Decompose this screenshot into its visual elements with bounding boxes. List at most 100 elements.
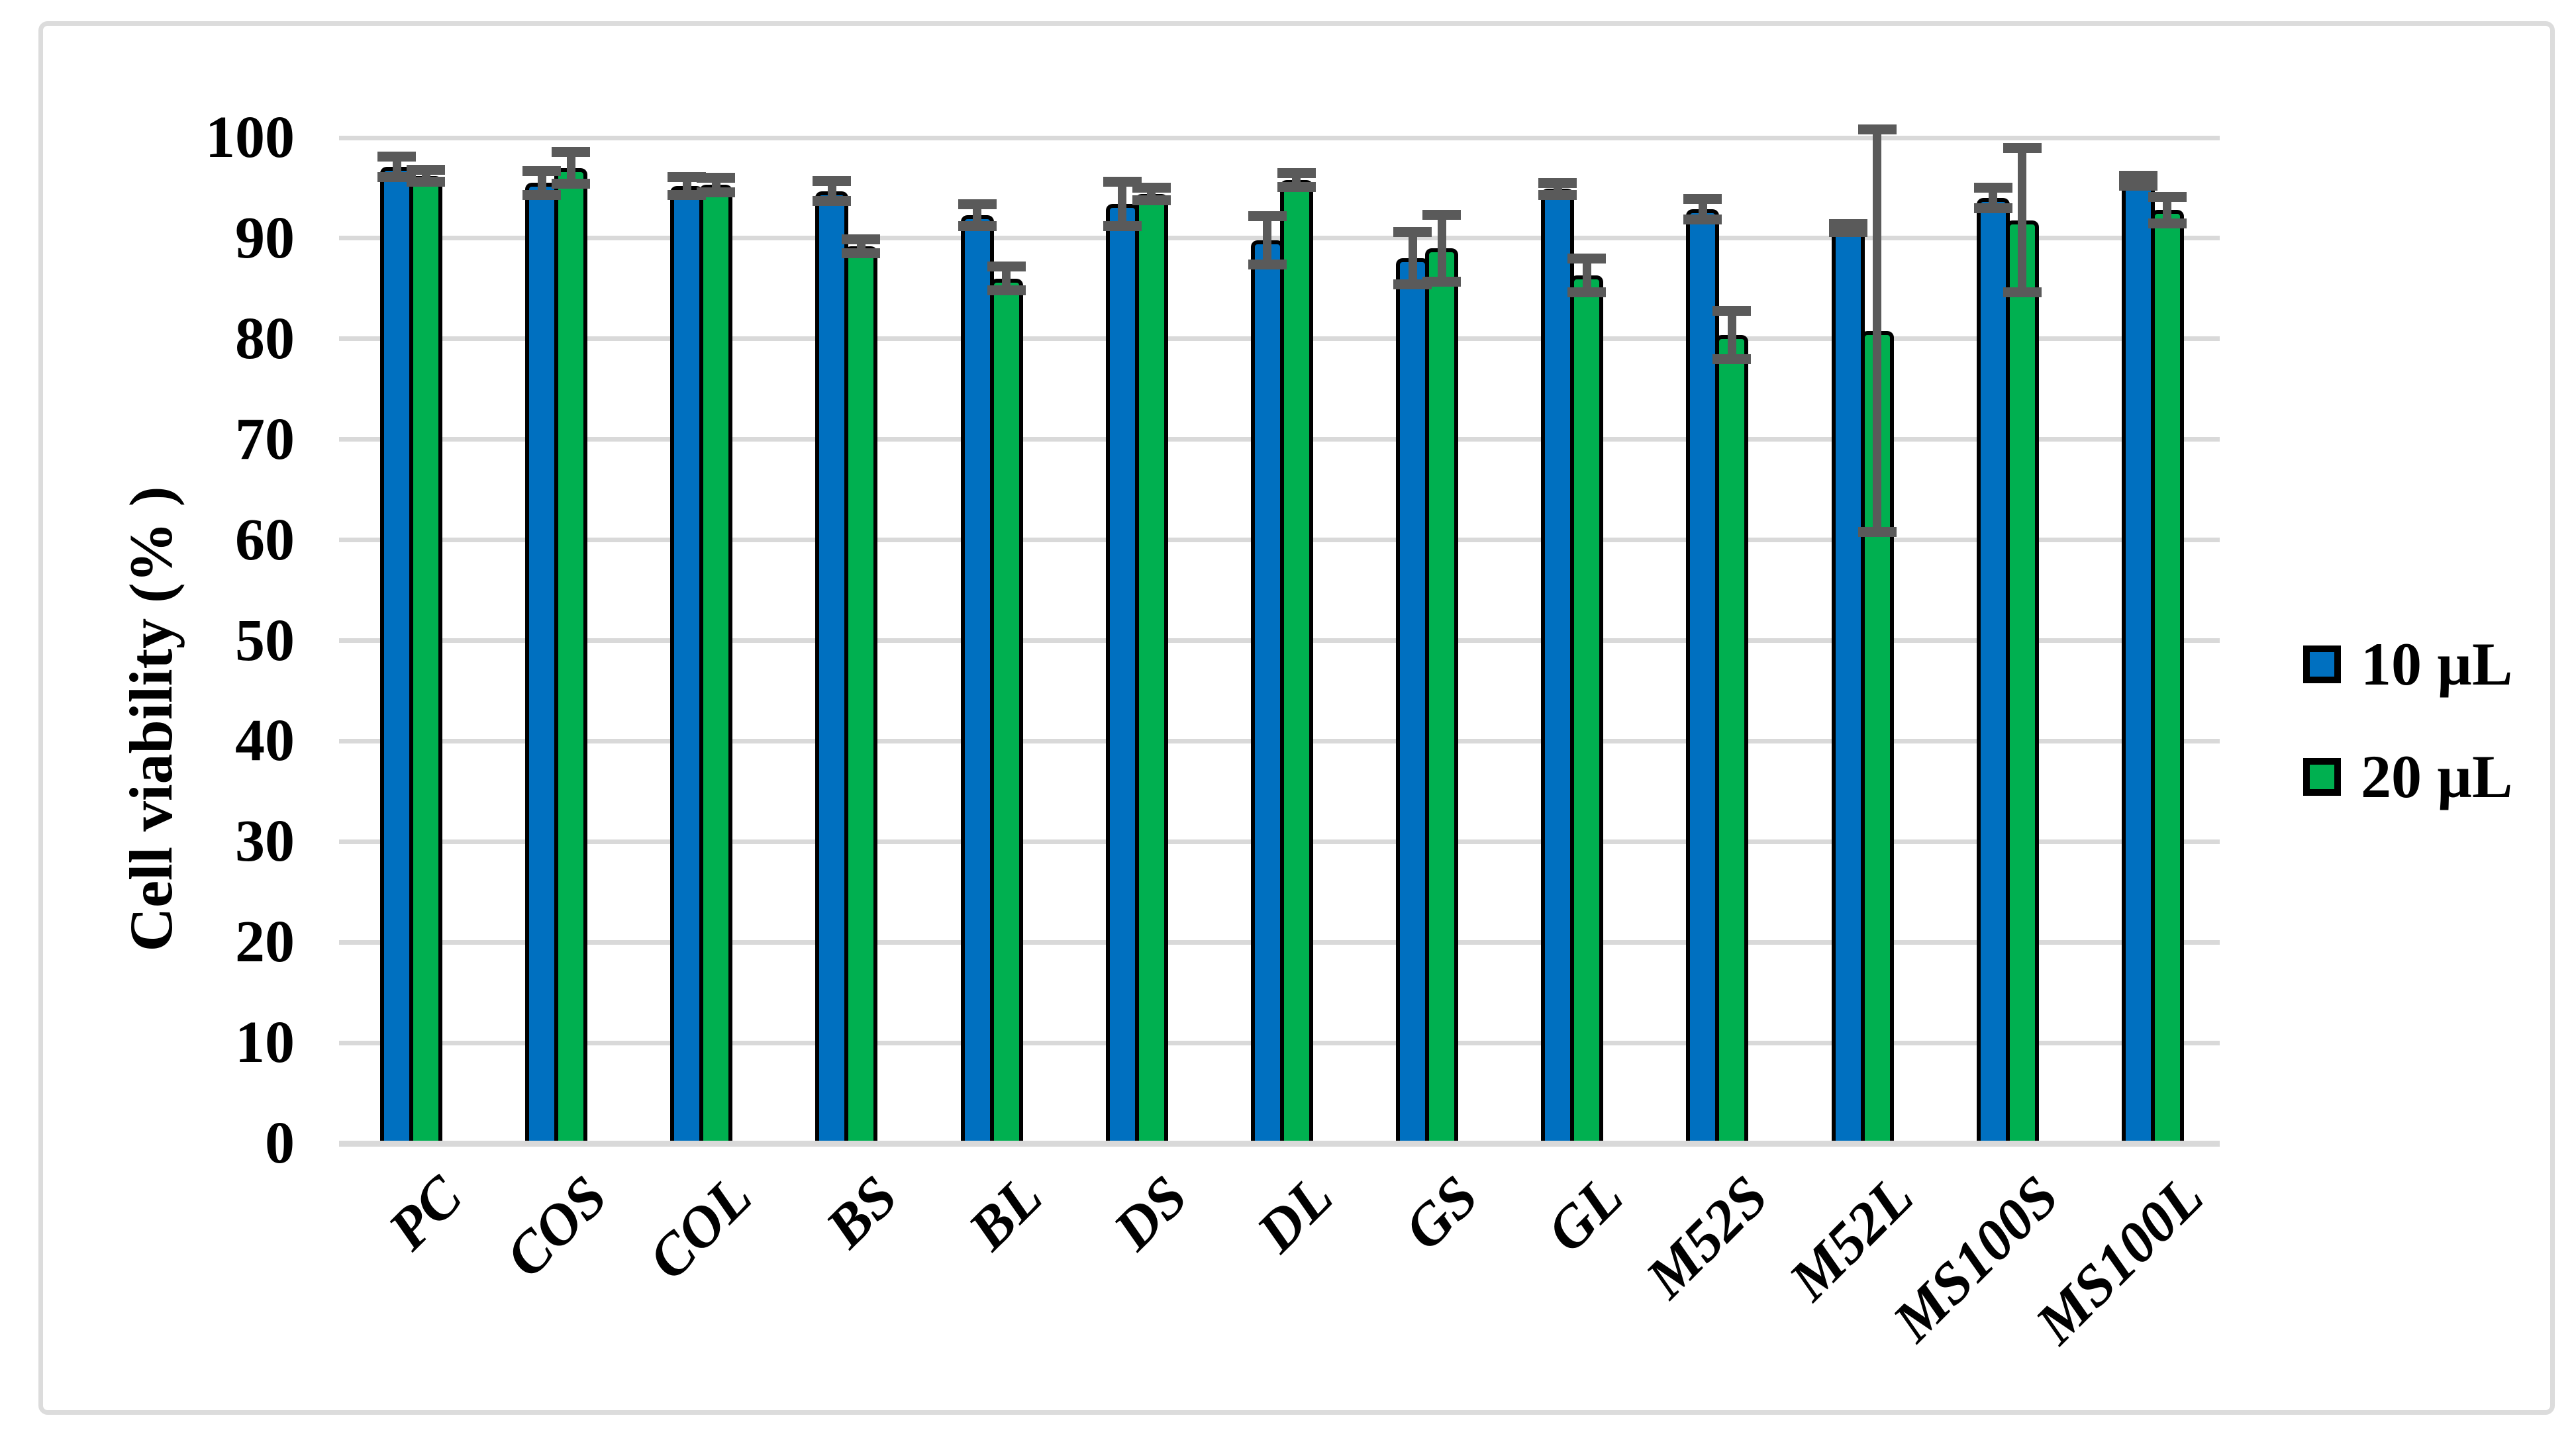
error-bar-cap-MS100S-0-top [1973,183,2012,193]
y-tick-label-20: 20 [235,909,295,975]
error-bar-cap-BL-0-top [958,199,997,209]
error-bar-cap-M52L-1-top [1858,124,1897,135]
error-bar-cap-GL-1-bottom [1567,287,1607,298]
bar-10µL-GS [1396,258,1430,1146]
error-bar-cap-M52S-1-top [1712,305,1752,316]
error-bar-stem-MS100S-0 [1989,187,1998,209]
error-bar-cap-MS100S-1-bottom [2003,287,2042,298]
bar-10µL-MS100S [1976,198,2010,1146]
error-bar-cap-MS100L-1-top [2148,192,2187,203]
green-series-swatch-icon [2303,757,2341,796]
error-bar-cap-MS100L-0-bottom [2118,181,2157,191]
error-bar-stem-COS-0 [537,171,546,195]
error-bar-cap-M52S-1-bottom [1712,354,1752,364]
bar-20µL-MS100S [2005,220,2039,1146]
y-tick-label-90: 90 [235,205,295,271]
error-bar-cap-PC-0-top [377,152,416,162]
y-tick-label-30: 30 [235,808,295,875]
error-bar-cap-COS-0-bottom [522,190,562,201]
error-bar-cap-GS-0-bottom [1393,279,1432,290]
error-bar-cap-M52S-0-top [1683,194,1722,205]
bar-20µL-PC [409,175,442,1146]
error-bar-cap-DS-0-top [1103,177,1142,187]
error-bar-cap-DL-0-bottom [1248,259,1287,269]
bar-20µL-DL [1279,179,1313,1146]
y-tick-label-80: 80 [235,305,295,371]
error-bar-cap-PC-1-bottom [407,177,445,187]
error-bar-cap-DS-1-top [1132,183,1171,193]
error-bar-cap-DL-0-top [1248,211,1287,221]
error-bar-cap-GL-0-bottom [1538,190,1577,201]
error-bar-cap-GL-1-top [1567,253,1607,263]
bar-10µL-COS [525,183,559,1146]
error-bar-cap-DL-1-top [1277,167,1316,178]
error-bar-cap-BS-1-bottom [842,248,881,259]
error-bar-cap-M52L-1-bottom [1858,526,1897,537]
error-bar-cap-GS-1-bottom [1422,276,1461,287]
error-bar-cap-DS-0-bottom [1103,221,1142,232]
error-bar-cap-MS100L-0-top [2118,171,2157,181]
bar-20µL-GL [1570,275,1604,1146]
error-bar-stem-BL-1 [1002,266,1011,291]
error-bar-stem-BS-0 [827,181,836,201]
error-bar-stem-GS-0 [1408,232,1417,285]
bar-10µL-PC [380,167,413,1146]
error-bar-cap-COS-1-bottom [552,179,591,189]
error-bar-stem-MS100L-1 [2163,197,2172,224]
y-tick-label-0: 0 [265,1110,295,1176]
bar-20µL-DS [1134,194,1168,1146]
bar-20µL-M52S [1715,334,1749,1146]
error-bar-stem-M52L-1 [1873,129,1881,532]
error-bar-stem-COS-1 [566,152,575,184]
error-bar-cap-GL-0-top [1538,177,1577,188]
bar-10µL-M52L [1831,228,1865,1146]
error-bar-cap-PC-1-top [407,165,445,175]
error-bar-cap-BL-1-bottom [987,285,1026,296]
y-tick-label-40: 40 [235,708,295,774]
error-bar-cap-M52L-0-bottom [1828,227,1867,238]
error-bar-stem-DS-0 [1118,181,1127,226]
error-bar-cap-GS-1-top [1422,210,1461,220]
bar-20µL-COL [699,185,733,1146]
bar-20µL-COS [554,167,588,1146]
error-bar-cap-M52L-0-top [1828,219,1867,230]
error-bar-stem-DL-0 [1263,216,1272,265]
error-bar-cap-COS-0-top [522,166,562,176]
bar-10µL-BL [960,215,994,1146]
error-bar-cap-COL-1-top [697,173,736,183]
bar-20µL-BL [989,278,1023,1146]
error-bar-cap-PC-0-bottom [377,171,416,182]
bar-10µL-M52S [1686,209,1720,1146]
error-bar-cap-GS-0-top [1393,227,1432,238]
bar-10µL-DL [1250,240,1284,1146]
y-tick-label-10: 10 [235,1010,295,1076]
bar-10µL-DS [1105,204,1139,1146]
error-bar-cap-M52S-0-bottom [1683,214,1722,224]
gridline-100 [339,135,2220,140]
x-axis-line [339,1140,2220,1147]
error-bar-stem-BL-0 [973,204,982,226]
gridline-90 [339,236,2220,241]
error-bar-cap-DS-1-bottom [1132,195,1171,205]
error-bar-cap-COL-1-bottom [697,187,736,197]
error-bar-cap-BL-0-bottom [958,221,997,232]
error-bar-cap-DL-1-bottom [1277,181,1316,192]
error-bar-cap-COL-0-bottom [668,190,707,201]
bar-10µL-COL [670,185,704,1146]
error-bar-cap-MS100L-1-bottom [2148,218,2187,228]
legend-entry-10ul: 10 µL [2303,628,2512,700]
error-bar-cap-BS-1-top [842,234,881,244]
error-bar-stem-GL-1 [1582,258,1591,293]
y-tick-label-70: 70 [235,406,295,472]
error-bar-stem-MS100S-1 [2018,148,2027,293]
error-bar-stem-PC-0 [392,156,401,177]
legend-label-20ul: 20 µL [2361,743,2513,810]
error-bar-stem-GS-1 [1437,215,1446,282]
bar-20µL-GS [1425,248,1459,1146]
error-bar-cap-MS100S-1-top [2003,142,2042,153]
bar-10µL-GL [1541,189,1575,1146]
error-bar-cap-MS100S-0-bottom [1973,203,2012,213]
legend-entry-20ul: 20 µL [2303,740,2512,813]
bar-20µL-BS [844,246,878,1146]
